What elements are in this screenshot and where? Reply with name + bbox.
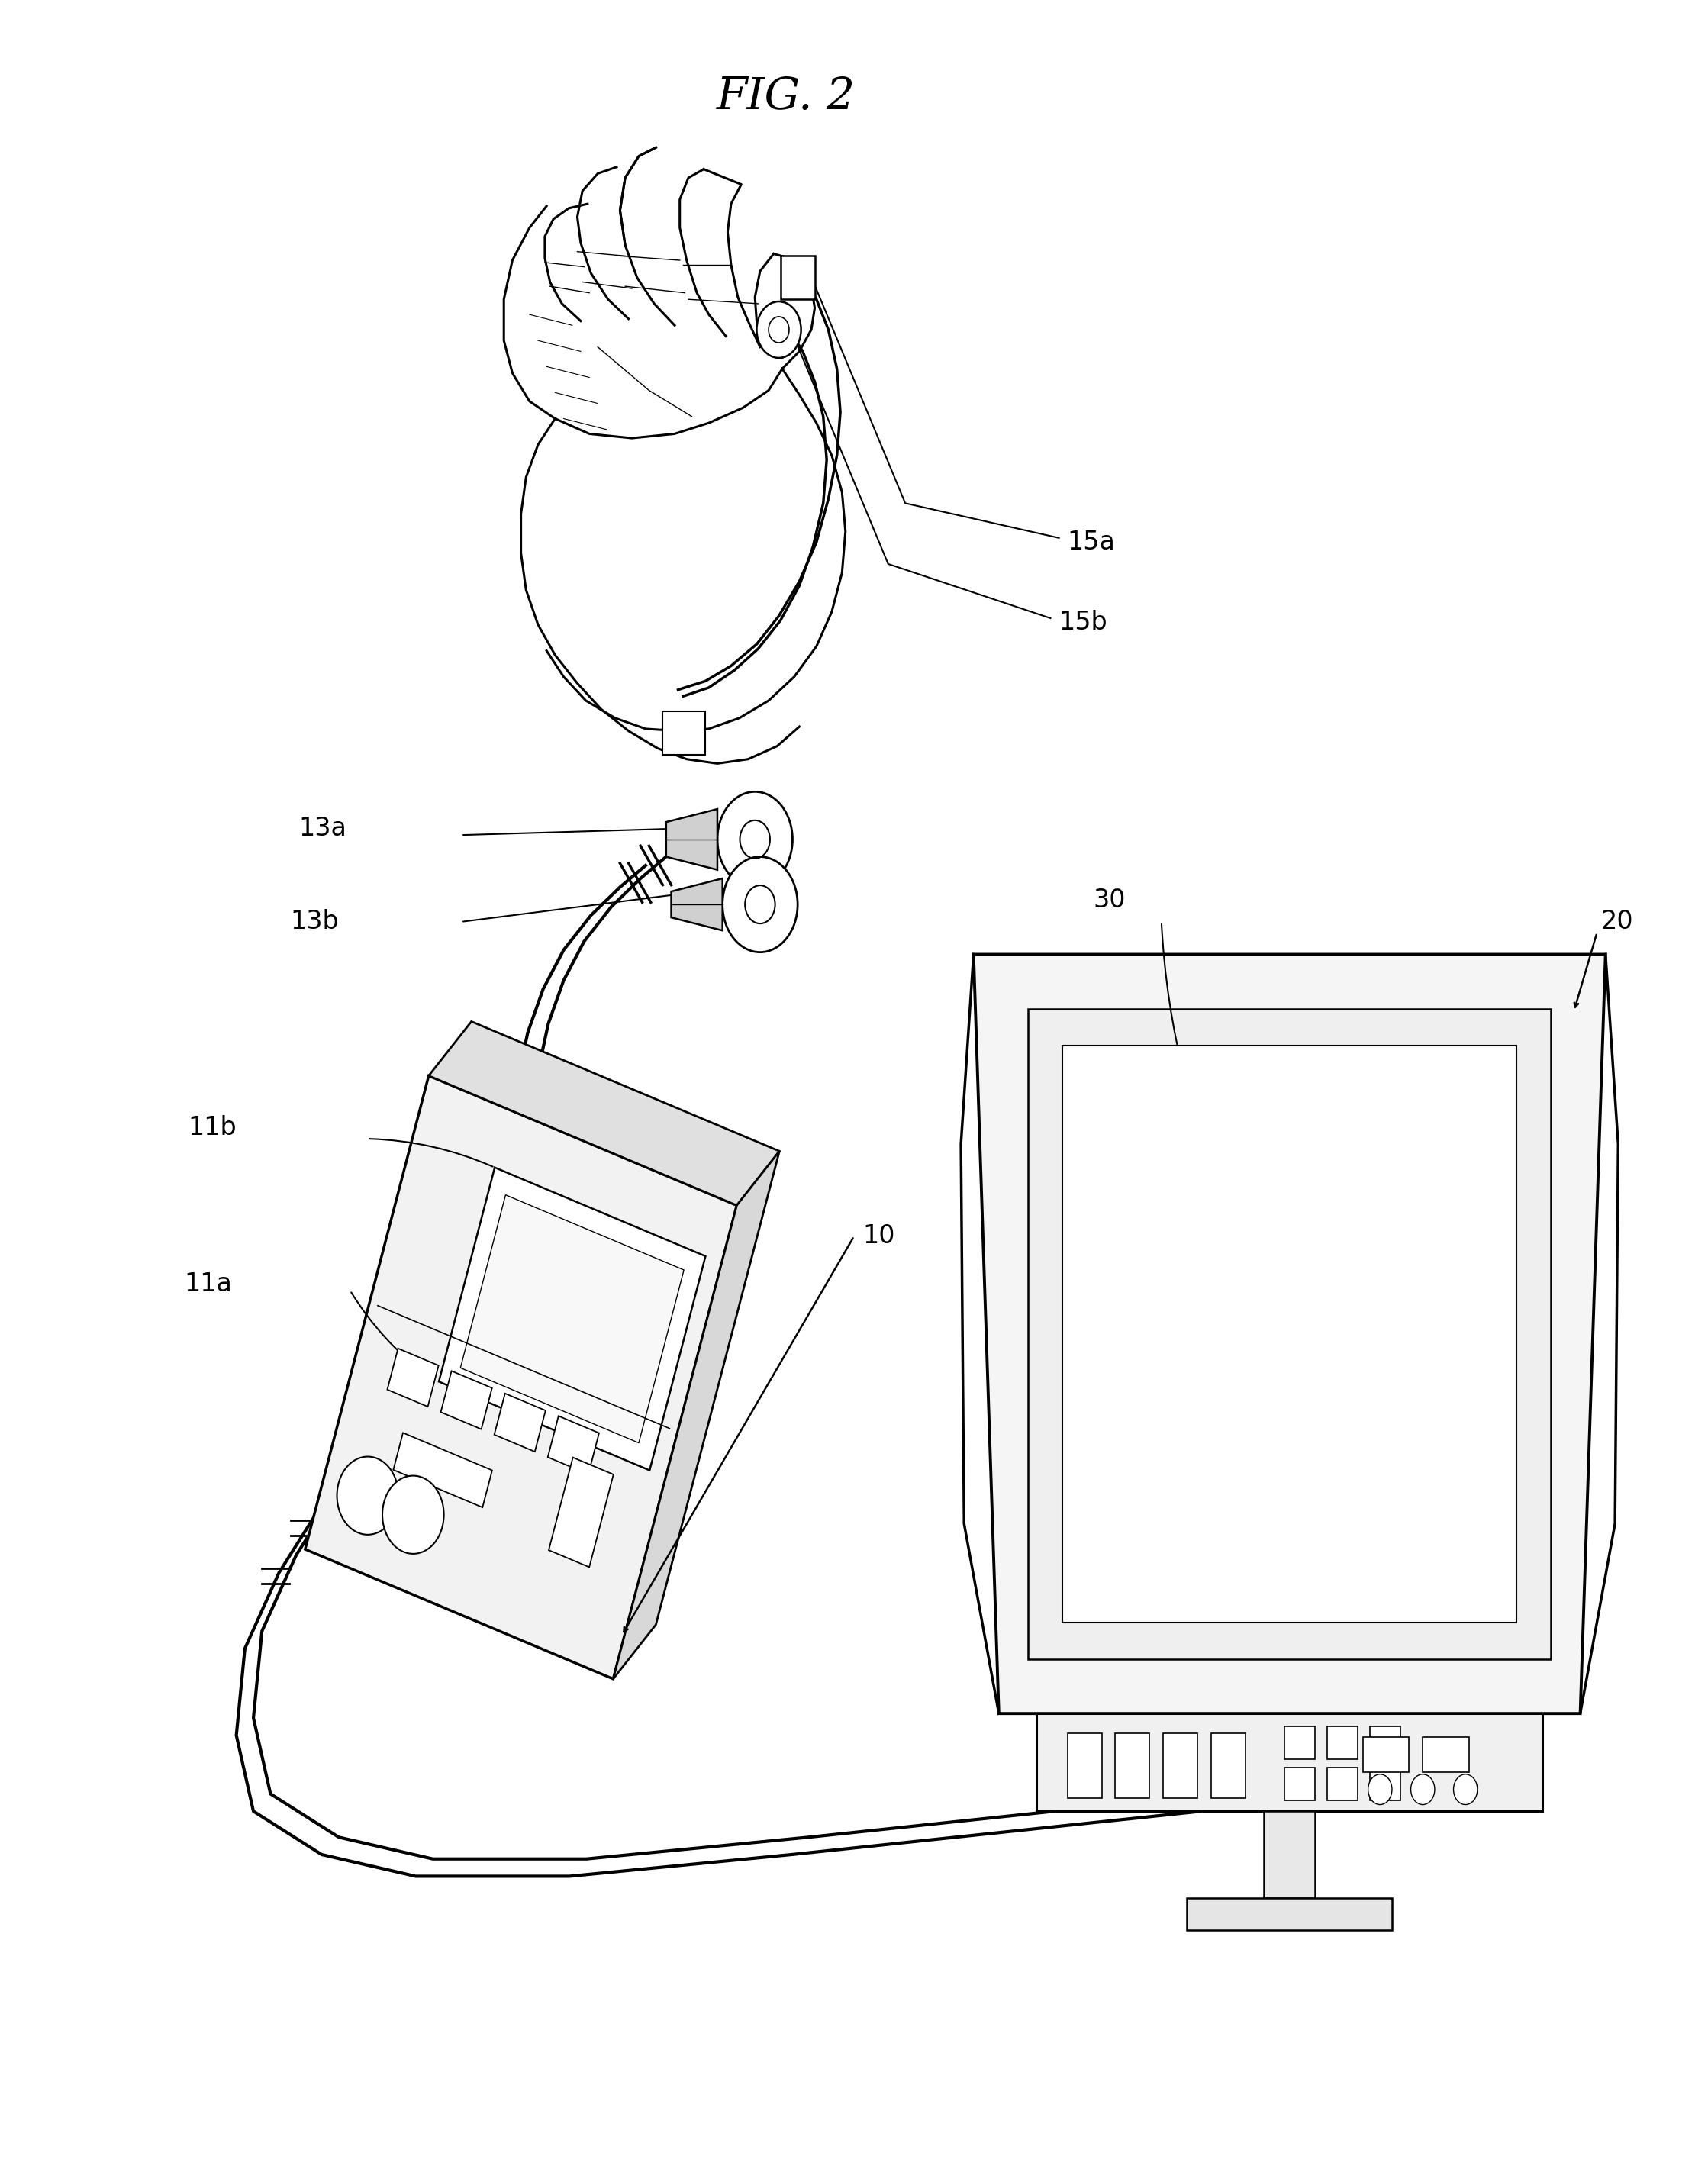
Circle shape [1368,1774,1392,1805]
Bar [1062,1045,1517,1622]
Text: 11a: 11a [184,1271,232,1297]
Bar [1068,1733,1102,1798]
Bar [1327,1768,1358,1800]
Bar [1163,1733,1197,1798]
Text: 20: 20 [1600,909,1633,935]
Circle shape [336,1458,398,1536]
Bar [663,711,705,755]
Bar [1115,1733,1149,1798]
Bar [1284,1768,1315,1800]
Polygon shape [441,1371,492,1429]
Polygon shape [671,878,722,931]
Text: 11b: 11b [188,1115,236,1141]
Polygon shape [393,1434,492,1507]
Circle shape [757,301,801,358]
Polygon shape [548,1458,613,1568]
Bar [1028,1009,1551,1659]
Polygon shape [613,1152,779,1679]
Polygon shape [461,1195,683,1442]
Polygon shape [429,1022,779,1206]
Circle shape [1454,1774,1477,1805]
Bar [1264,1811,1315,1898]
Circle shape [722,857,798,952]
Bar [1284,1727,1315,1759]
Circle shape [383,1475,444,1553]
Bar [1363,1737,1409,1772]
Text: 13a: 13a [299,816,347,842]
Polygon shape [548,1416,600,1475]
Polygon shape [666,809,717,870]
Text: FIG. 2: FIG. 2 [716,76,856,119]
Polygon shape [439,1167,705,1471]
Text: 13b: 13b [290,909,338,935]
Circle shape [717,792,793,887]
Bar [1423,1737,1469,1772]
Bar [1037,1714,1542,1811]
Text: 15a: 15a [1068,529,1115,555]
Bar [1187,1898,1392,1930]
Bar [1327,1727,1358,1759]
Bar [1370,1727,1401,1759]
Text: 30: 30 [1093,887,1126,913]
Bar [1211,1733,1245,1798]
Polygon shape [306,1076,736,1679]
Polygon shape [974,954,1606,1714]
Bar [1370,1768,1401,1800]
Text: 15b: 15b [1059,609,1107,636]
Text: 10: 10 [863,1223,895,1249]
Circle shape [1411,1774,1435,1805]
Bar [781,256,815,299]
Polygon shape [388,1349,439,1408]
Polygon shape [494,1392,545,1451]
